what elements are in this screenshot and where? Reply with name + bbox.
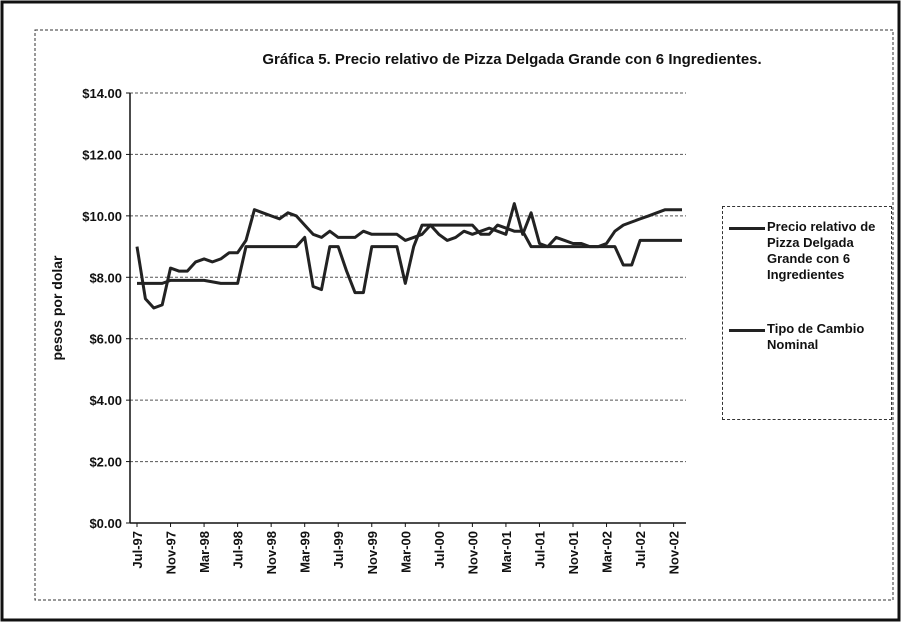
y-tick-label: $12.00 — [82, 147, 122, 162]
x-tick-label: Nov-98 — [264, 531, 279, 574]
x-tick-label: Mar-02 — [600, 531, 615, 573]
x-tick-label: Jul-00 — [432, 531, 447, 569]
y-tick-label: $0.00 — [89, 516, 122, 531]
y-tick-label: $14.00 — [82, 86, 122, 101]
legend: Precio relativo de Pizza Delgada Grande … — [722, 206, 892, 420]
x-tick-label: Jul-98 — [231, 531, 246, 569]
legend-entry: Tipo de Cambio Nominal — [767, 321, 865, 352]
y-tick-label: $6.00 — [89, 332, 122, 347]
chart-border — [34, 29, 894, 601]
series-line — [137, 223, 682, 295]
y-tick-label: $10.00 — [82, 209, 122, 224]
x-tick-label: Jul-02 — [633, 531, 648, 569]
y-tick-label: $2.00 — [89, 455, 122, 470]
x-tick-label: Jul-99 — [331, 531, 346, 569]
x-tick-label: Jul-97 — [130, 531, 145, 569]
x-tick-label: Nov-02 — [667, 531, 682, 574]
y-tick-label: $4.00 — [89, 393, 122, 408]
x-tick-label: Mar-98 — [197, 531, 212, 573]
x-tick-label: Nov-99 — [365, 531, 380, 574]
x-tick-label: Nov-01 — [566, 531, 581, 574]
legend-swatch — [729, 329, 765, 332]
series-line — [135, 202, 682, 310]
x-tick-label: Nov-97 — [164, 531, 179, 574]
x-tick-label: Nov-00 — [465, 531, 480, 574]
x-tick-label: Mar-00 — [398, 531, 413, 573]
x-tick-label: Jul-01 — [532, 531, 547, 569]
x-tick-label: Mar-99 — [298, 531, 313, 573]
y-tick-label: $8.00 — [89, 270, 122, 285]
legend-swatch — [729, 227, 765, 230]
chart-title: Gráfica 5. Precio relativo de Pizza Delg… — [262, 51, 761, 68]
x-tick-label: Mar-01 — [499, 531, 514, 573]
legend-entry: Precio relativo de Pizza Delgada Grande … — [767, 219, 876, 282]
y-axis-label: pesos por dolar — [49, 255, 65, 361]
